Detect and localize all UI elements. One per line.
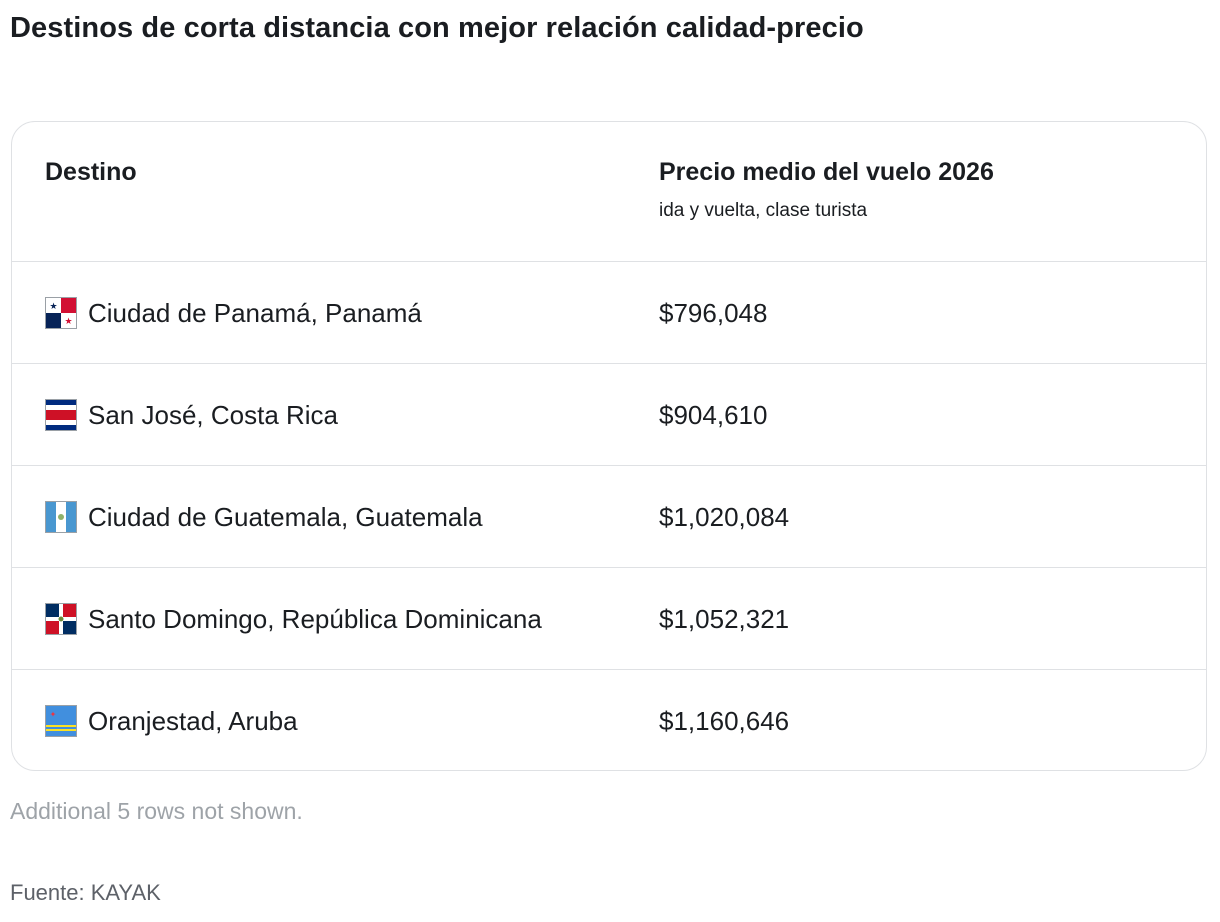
svg-text:★: ★ [64,316,72,326]
table-row: ✦ Oranjestad, Aruba $1,160,646 [12,670,1206,770]
table-row: Ciudad de Guatemala, Guatemala $1,020,08… [12,466,1206,568]
table-row: Santo Domingo, República Dominicana $1,0… [12,568,1206,670]
svg-text:✦: ✦ [50,710,57,719]
average-price: $904,610 [659,400,768,430]
aruba-flag-icon: ✦ [45,705,77,737]
average-price: $1,052,321 [659,604,790,634]
destination-name: Ciudad de Panamá, Panamá [88,298,422,328]
destination-column-header: Destino [45,158,137,186]
destination-name: San José, Costa Rica [88,400,339,430]
destinations-table: Destino Precio medio del vuelo 2026 ida … [11,121,1207,771]
price-column-subheader: ida y vuelta, clase turista [659,200,868,221]
source-note: Fuente: KAYAK [10,880,161,905]
average-price: $1,160,646 [659,706,790,736]
dominican-republic-flag-icon [45,603,77,635]
average-price: $796,048 [659,298,768,328]
svg-text:★: ★ [49,301,57,311]
table-row: San José, Costa Rica $904,610 [12,364,1206,466]
price-column-header: Precio medio del vuelo 2026 [659,158,994,186]
costa-rica-flag-icon [45,399,77,431]
table-header: Destino Precio medio del vuelo 2026 ida … [12,122,1206,262]
table-row: ★ ★ Ciudad de Panamá, Panamá $796,048 [12,262,1206,364]
destination-name: Santo Domingo, República Dominicana [88,604,542,634]
destination-name: Ciudad de Guatemala, Guatemala [88,502,483,532]
average-price: $1,020,084 [659,502,790,532]
destination-name: Oranjestad, Aruba [88,706,298,736]
rows-hidden-note: Additional 5 rows not shown. [10,798,303,824]
page-title: Destinos de corta distancia con mejor re… [10,12,864,44]
guatemala-flag-icon [45,501,77,533]
panama-flag-icon: ★ ★ [45,297,77,329]
